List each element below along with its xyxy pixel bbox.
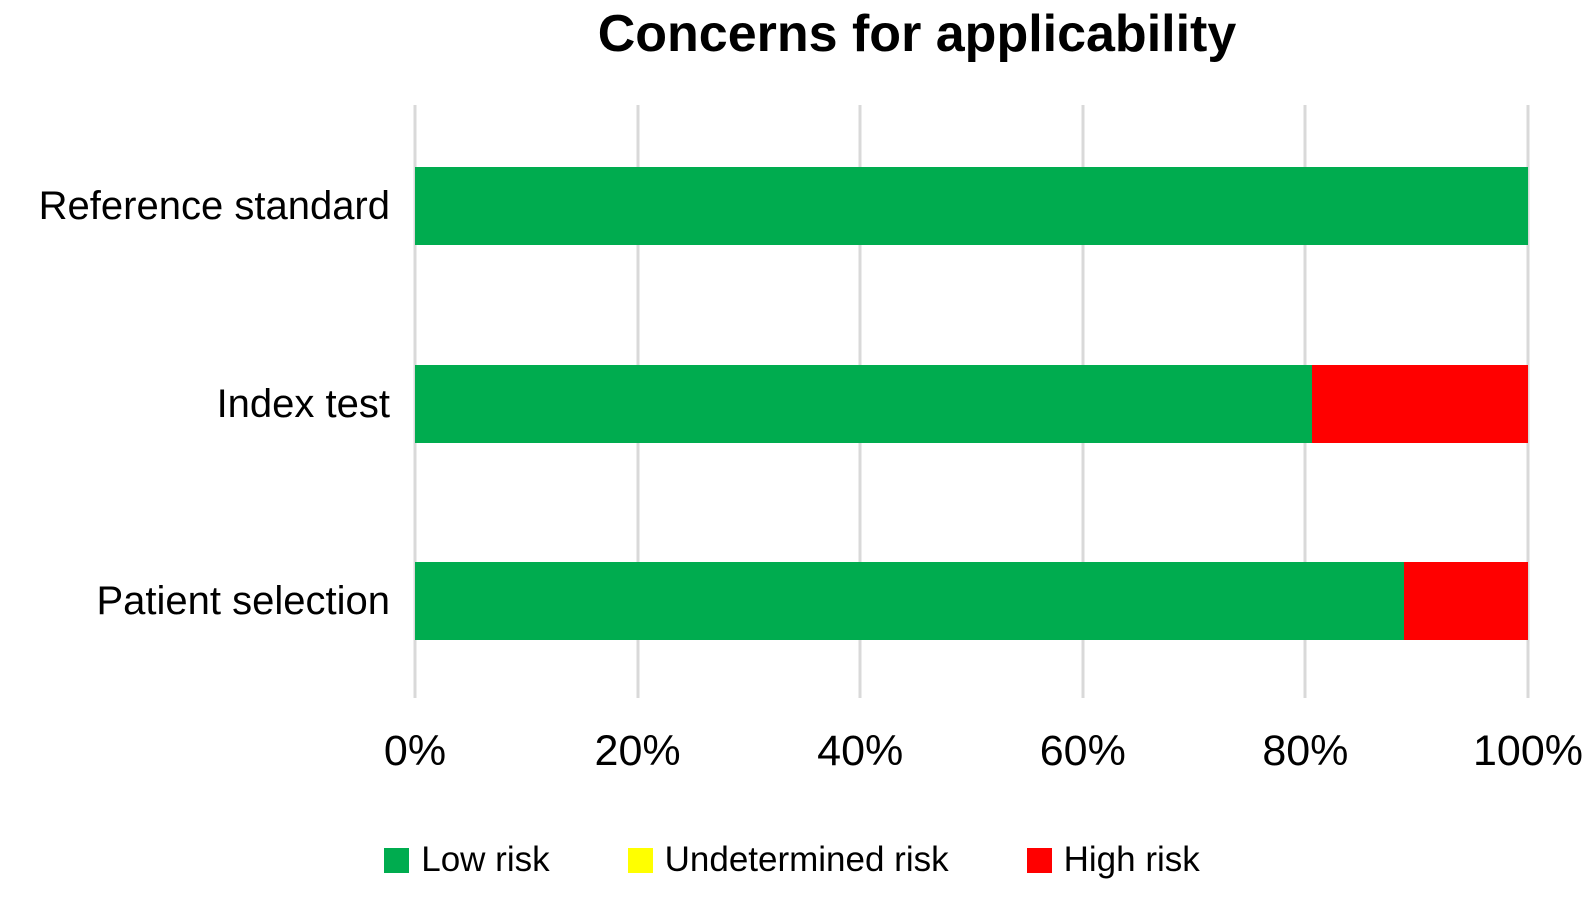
- axis-tick-label: 40%: [817, 727, 904, 775]
- legend-item: Undetermined risk: [627, 840, 949, 880]
- legend-swatch-undetermined-risk-icon: [627, 847, 653, 873]
- bar-row: [415, 562, 1528, 640]
- legend-item: Low risk: [384, 840, 550, 880]
- plot-area: [413, 105, 1530, 698]
- chart-title: Concerns for applicability: [597, 5, 1237, 63]
- legend-item-label: Low risk: [421, 840, 550, 879]
- axis-tick-label: 0%: [383, 727, 447, 775]
- legend: Low risk Undetermined risk High risk: [0, 840, 1584, 880]
- category-label: Index test: [216, 382, 390, 426]
- bar-row: [415, 365, 1528, 443]
- bar-row: [415, 167, 1528, 245]
- bar-segment-high-risk: [1312, 365, 1528, 443]
- legend-swatch-low-risk-icon: [384, 847, 410, 873]
- axis-tick-label: 80%: [1262, 727, 1349, 775]
- axis-tick-label: 100%: [1473, 727, 1583, 775]
- x-axis: 0% 20% 40% 60% 80% 100%: [384, 727, 1583, 777]
- bar-segment-high-risk: [1404, 562, 1528, 640]
- category-axis: Reference standard Index test Patient sele…: [0, 105, 390, 698]
- legend-swatch-high-risk-icon: [1026, 847, 1052, 873]
- legend-item-label: Undetermined risk: [664, 840, 949, 879]
- category-label: Patient selection: [96, 579, 390, 623]
- legend-item: High risk: [1026, 840, 1200, 880]
- bar-segment-low-risk: [415, 167, 1528, 245]
- legend-item-label: High risk: [1063, 840, 1200, 879]
- gridline: [1526, 105, 1530, 698]
- axis-tick-label: 20%: [594, 727, 681, 775]
- bar-segment-low-risk: [415, 365, 1313, 443]
- bar-segment-low-risk: [415, 562, 1405, 640]
- category-label: Reference standard: [38, 184, 390, 228]
- axis-tick-label: 60%: [1039, 727, 1126, 775]
